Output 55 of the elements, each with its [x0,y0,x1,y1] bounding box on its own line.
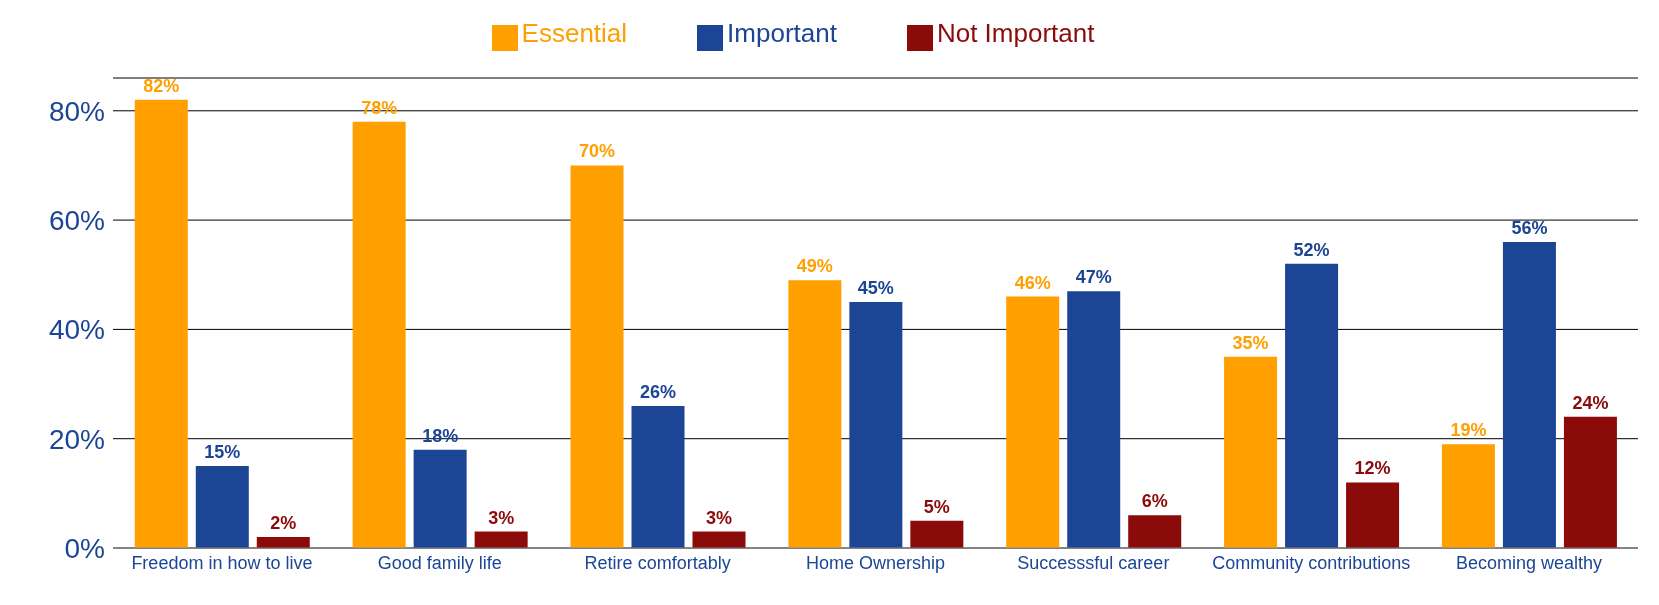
data-label: 35% [1232,332,1269,353]
legend-label: Essential [521,18,628,48]
data-label: 19% [1450,420,1487,441]
y-tick-label: 0% [64,532,105,564]
data-label: 15% [204,442,241,463]
bar [1502,241,1556,548]
bar [134,99,188,548]
data-label: 3% [488,507,515,528]
bar [1006,296,1060,548]
bar [1224,356,1278,548]
bar [570,165,624,548]
bar [910,520,964,548]
data-label: 12% [1354,458,1391,479]
x-tick-label: Becoming wealthy [1456,552,1603,573]
legend-label: Important [727,18,837,48]
x-tick-label: Community contributions [1212,552,1411,573]
data-label: 70% [578,141,616,162]
y-tick-label: 40% [48,314,105,346]
bar [788,280,842,548]
y-tick-label: 20% [48,423,105,455]
data-label: 3% [705,507,733,528]
data-label: 46% [1014,272,1051,293]
y-tick-label: 80% [48,95,105,127]
bar [1285,263,1339,548]
data-label: 2% [270,513,297,534]
bar [692,531,746,548]
bar [256,537,310,548]
bar [352,121,406,548]
x-tick-label: Retire comfortably [584,552,731,573]
x-tick-label: Freedom in how to live [131,552,313,573]
x-tick-label: Successsful career [1017,552,1170,573]
bar [1346,482,1400,548]
bar [1067,291,1121,548]
bar [1128,515,1182,548]
x-tick-label: Home Ownership [805,552,946,573]
bar [413,449,467,548]
data-label: 26% [639,381,677,402]
y-tick-label: 60% [48,205,105,237]
bar [195,466,249,548]
bar [849,302,903,548]
data-label: 5% [923,496,950,517]
bar [1441,444,1495,548]
legend-label: Not Important [936,18,1095,48]
data-label: 56% [1511,217,1548,238]
data-label: 45% [857,278,894,299]
data-label: 52% [1293,239,1330,260]
data-label: 47% [1075,267,1112,288]
bar [631,405,685,548]
bar [1563,416,1617,548]
data-label: 82% [143,75,180,96]
data-label: 6% [1141,491,1168,512]
data-label: 24% [1572,392,1609,413]
data-label: 49% [796,256,833,277]
bar [474,531,528,548]
x-tick-label: Good family life [377,552,502,573]
